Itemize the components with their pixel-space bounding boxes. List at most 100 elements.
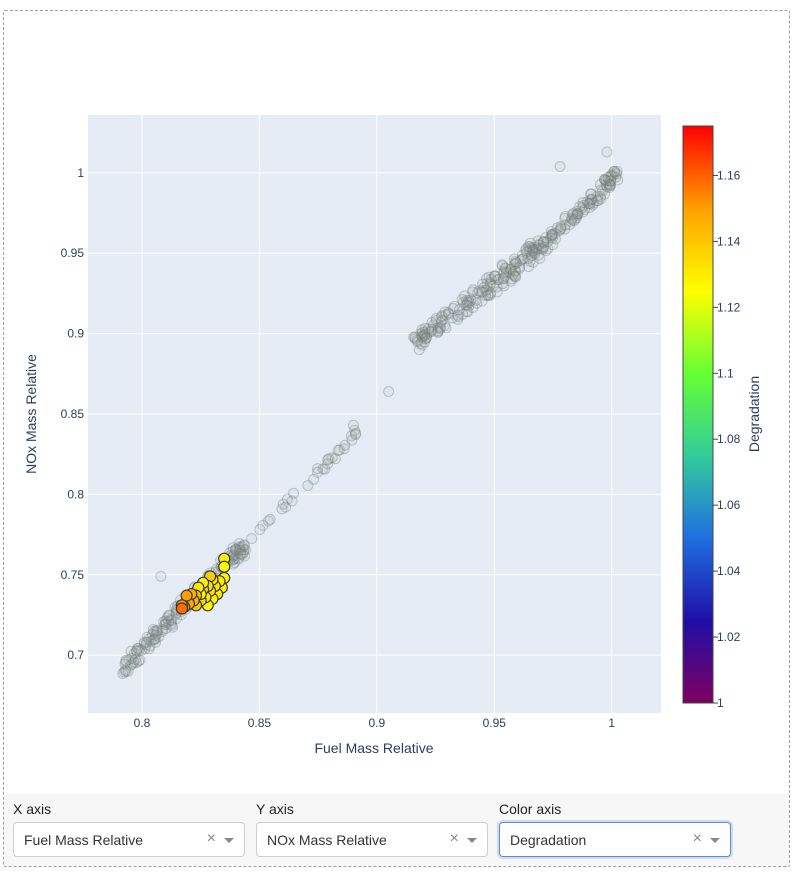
background-point bbox=[584, 198, 596, 210]
background-point bbox=[505, 264, 517, 276]
background-point bbox=[505, 263, 517, 275]
background-point bbox=[230, 543, 242, 555]
background-point bbox=[540, 232, 552, 244]
background-point bbox=[234, 542, 246, 554]
background-point bbox=[419, 326, 431, 338]
background-point bbox=[461, 306, 473, 318]
background-point bbox=[416, 331, 428, 343]
background-point bbox=[497, 278, 509, 290]
background-point bbox=[491, 281, 503, 293]
background-point bbox=[523, 244, 535, 256]
background-point bbox=[483, 271, 495, 283]
y-axis-chevron-down-icon[interactable] bbox=[467, 838, 477, 843]
background-point bbox=[119, 658, 131, 670]
highlight-point[interactable] bbox=[180, 589, 193, 602]
background-point bbox=[559, 210, 571, 222]
background-point bbox=[485, 273, 497, 285]
background-point bbox=[473, 285, 485, 297]
background-point bbox=[237, 548, 249, 560]
y-axis-clear-icon[interactable]: × bbox=[449, 830, 459, 847]
background-point bbox=[426, 323, 438, 335]
background-point bbox=[476, 295, 488, 307]
background-point bbox=[523, 241, 535, 253]
background-point bbox=[447, 303, 459, 315]
background-point bbox=[538, 236, 550, 248]
background-point bbox=[277, 498, 289, 510]
background-point bbox=[120, 665, 132, 677]
background-point bbox=[409, 331, 421, 343]
background-point bbox=[601, 146, 613, 158]
color-axis-select[interactable]: Degradation × bbox=[499, 822, 731, 857]
background-point bbox=[236, 541, 248, 553]
background-point bbox=[238, 539, 250, 551]
background-point bbox=[546, 229, 558, 241]
background-point bbox=[524, 237, 536, 249]
background-point bbox=[151, 624, 163, 636]
y-axis-select[interactable]: NOx Mass Relative × bbox=[256, 822, 488, 857]
highlight-point[interactable] bbox=[175, 602, 189, 615]
background-point bbox=[235, 548, 247, 560]
background-point bbox=[383, 385, 395, 397]
background-point bbox=[148, 634, 160, 646]
background-point bbox=[595, 184, 607, 196]
background-point bbox=[430, 313, 442, 325]
background-point bbox=[604, 179, 616, 191]
background-point bbox=[452, 309, 464, 321]
background-point bbox=[551, 222, 563, 234]
background-point bbox=[135, 644, 147, 656]
background-point bbox=[504, 264, 516, 276]
background-point bbox=[481, 284, 493, 296]
background-point bbox=[547, 239, 559, 251]
background-point bbox=[149, 633, 161, 645]
x-axis-label: X axis bbox=[13, 801, 52, 817]
background-point bbox=[120, 654, 132, 666]
background-point bbox=[482, 290, 494, 302]
background-point bbox=[572, 207, 584, 219]
background-point bbox=[147, 624, 159, 636]
x-axis-chevron-down-icon[interactable] bbox=[224, 838, 234, 843]
scatter-plot[interactable]: 0.8 0.85 0.9 0.95 1 0.7 0.75 0.8 0.85 0.9 0.95 1 F… bbox=[0, 0, 799, 790]
background-point bbox=[498, 265, 510, 277]
background-point bbox=[134, 654, 146, 666]
background-point bbox=[233, 544, 245, 556]
highlight-points[interactable] bbox=[175, 552, 231, 615]
x-axis-title: Fuel Mass Relative bbox=[314, 740, 433, 756]
background-point bbox=[456, 294, 468, 306]
background-point bbox=[230, 543, 242, 555]
background-point bbox=[484, 277, 496, 289]
background-point bbox=[436, 310, 448, 322]
background-point bbox=[326, 452, 338, 464]
background-point bbox=[312, 466, 324, 478]
background-point bbox=[522, 253, 534, 265]
background-point bbox=[446, 312, 458, 324]
background-point bbox=[497, 273, 509, 285]
background-point bbox=[147, 629, 159, 641]
highlight-point[interactable] bbox=[218, 560, 231, 573]
background-point bbox=[421, 331, 433, 343]
background-point bbox=[572, 208, 584, 220]
background-point bbox=[140, 639, 152, 651]
background-point bbox=[520, 245, 532, 257]
color-axis-clear-icon[interactable]: × bbox=[692, 830, 702, 847]
background-point bbox=[133, 644, 145, 656]
background-point bbox=[234, 544, 246, 556]
background-point bbox=[440, 322, 452, 334]
background-point bbox=[510, 257, 522, 269]
background-point bbox=[602, 171, 614, 183]
background-point bbox=[233, 541, 245, 553]
background-point bbox=[509, 258, 521, 270]
background-point bbox=[569, 213, 581, 225]
colorbar-title: Degradation bbox=[746, 376, 762, 452]
x-axis-clear-icon[interactable]: × bbox=[206, 830, 216, 847]
background-point bbox=[524, 255, 536, 267]
x-axis-select[interactable]: Fuel Mass Relative × bbox=[13, 822, 245, 857]
background-point bbox=[443, 308, 455, 320]
background-point bbox=[420, 332, 432, 344]
background-point bbox=[544, 232, 556, 244]
color-axis-chevron-down-icon[interactable] bbox=[710, 838, 720, 843]
background-point bbox=[555, 222, 567, 234]
background-point bbox=[538, 237, 550, 249]
background-point bbox=[143, 633, 155, 645]
background-point bbox=[576, 202, 588, 214]
background-point bbox=[549, 233, 561, 245]
